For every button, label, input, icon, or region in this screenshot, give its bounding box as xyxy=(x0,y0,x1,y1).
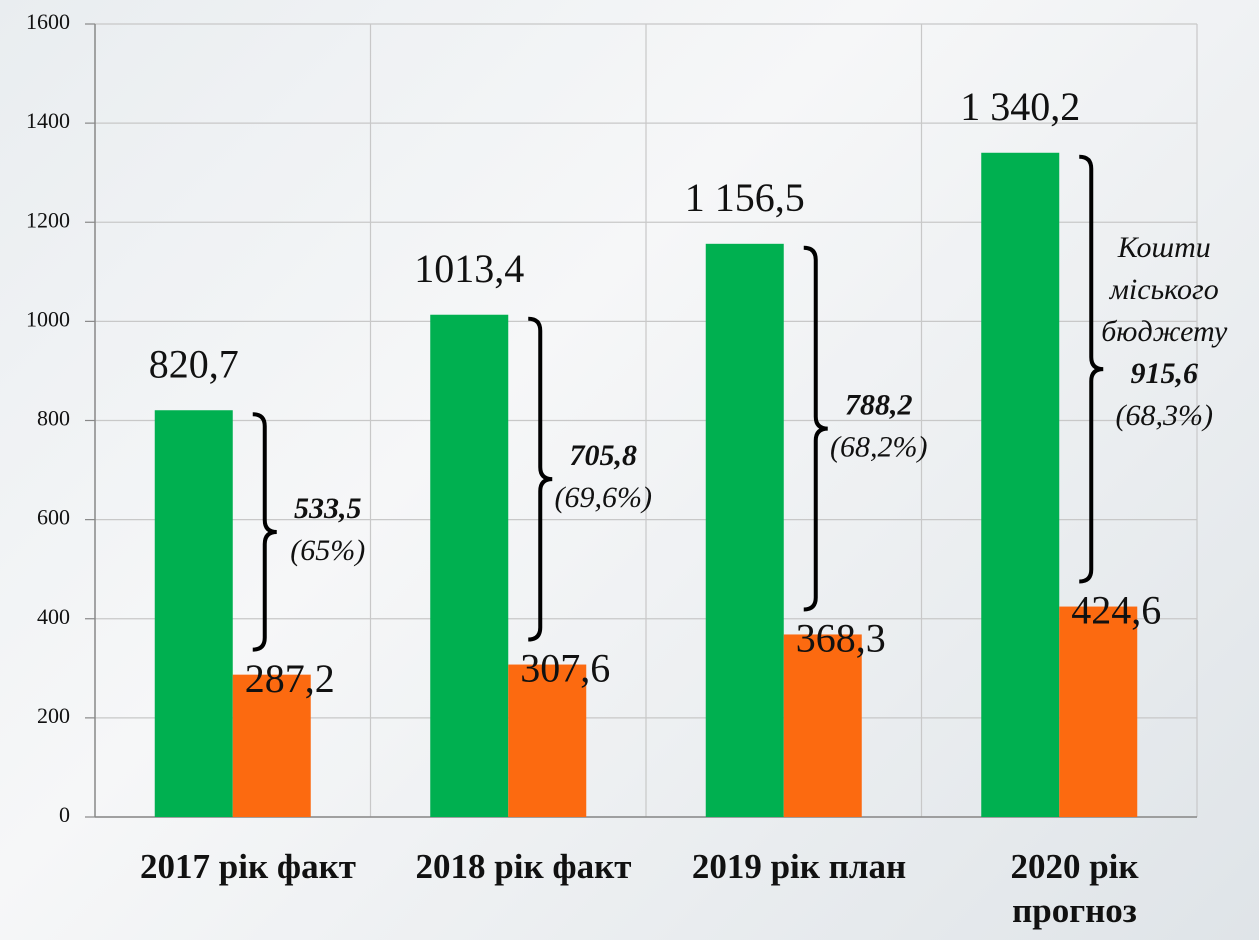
annotation-amount: 533,5 xyxy=(294,492,362,525)
y-tick-label: 200 xyxy=(37,703,70,728)
y-tick-label: 400 xyxy=(37,604,70,629)
bar xyxy=(508,664,587,817)
bar xyxy=(430,314,509,817)
bar xyxy=(783,634,862,817)
bar xyxy=(981,152,1060,818)
y-tick-label: 600 xyxy=(37,505,70,530)
y-tick-label: 0 xyxy=(59,802,70,827)
annotation-share: (68,3%) xyxy=(1116,399,1213,432)
y-tick-label: 1400 xyxy=(26,108,70,133)
y-tick-label: 1600 xyxy=(26,9,70,34)
data-label: 424,6 xyxy=(1071,588,1161,633)
x-tick-label: 2019 рік план xyxy=(691,847,907,886)
data-label: 368,3 xyxy=(796,616,886,661)
data-label: 1 156,5 xyxy=(685,175,805,220)
brace xyxy=(1079,154,1104,584)
annotation-share: (65%) xyxy=(290,534,365,567)
annotation-share: (69,6%) xyxy=(555,481,652,514)
annotation-amount: 705,8 xyxy=(570,439,638,472)
data-label: 820,7 xyxy=(149,341,239,386)
y-tick-label: 800 xyxy=(37,406,70,431)
x-tick-label: 2017 рік факт xyxy=(140,847,356,886)
bar xyxy=(1059,606,1138,817)
bar xyxy=(154,410,233,817)
annotation-amount: 915,6 xyxy=(1131,357,1199,390)
data-label: 287,2 xyxy=(245,656,335,701)
data-label: 1 340,2 xyxy=(960,84,1080,129)
annotation-share: (68,2%) xyxy=(830,431,927,464)
brace xyxy=(252,412,277,652)
y-tick-label: 1200 xyxy=(26,207,70,232)
y-tick-label: 1000 xyxy=(26,306,70,331)
bar xyxy=(232,674,311,817)
annotation-title: Кошти xyxy=(1117,231,1211,264)
data-label: 307,6 xyxy=(520,646,610,691)
bar xyxy=(705,243,784,817)
annotation-title: бюджету xyxy=(1101,315,1228,348)
data-label: 1013,4 xyxy=(414,246,524,291)
annotation-amount: 788,2 xyxy=(845,389,913,422)
x-tick-label: 2018 рік факт xyxy=(415,847,632,886)
x-tick-label: 2020 рік прогноз xyxy=(1010,847,1139,930)
annotation-title: міського xyxy=(1109,273,1219,306)
brace xyxy=(528,316,553,642)
brace xyxy=(803,245,828,612)
